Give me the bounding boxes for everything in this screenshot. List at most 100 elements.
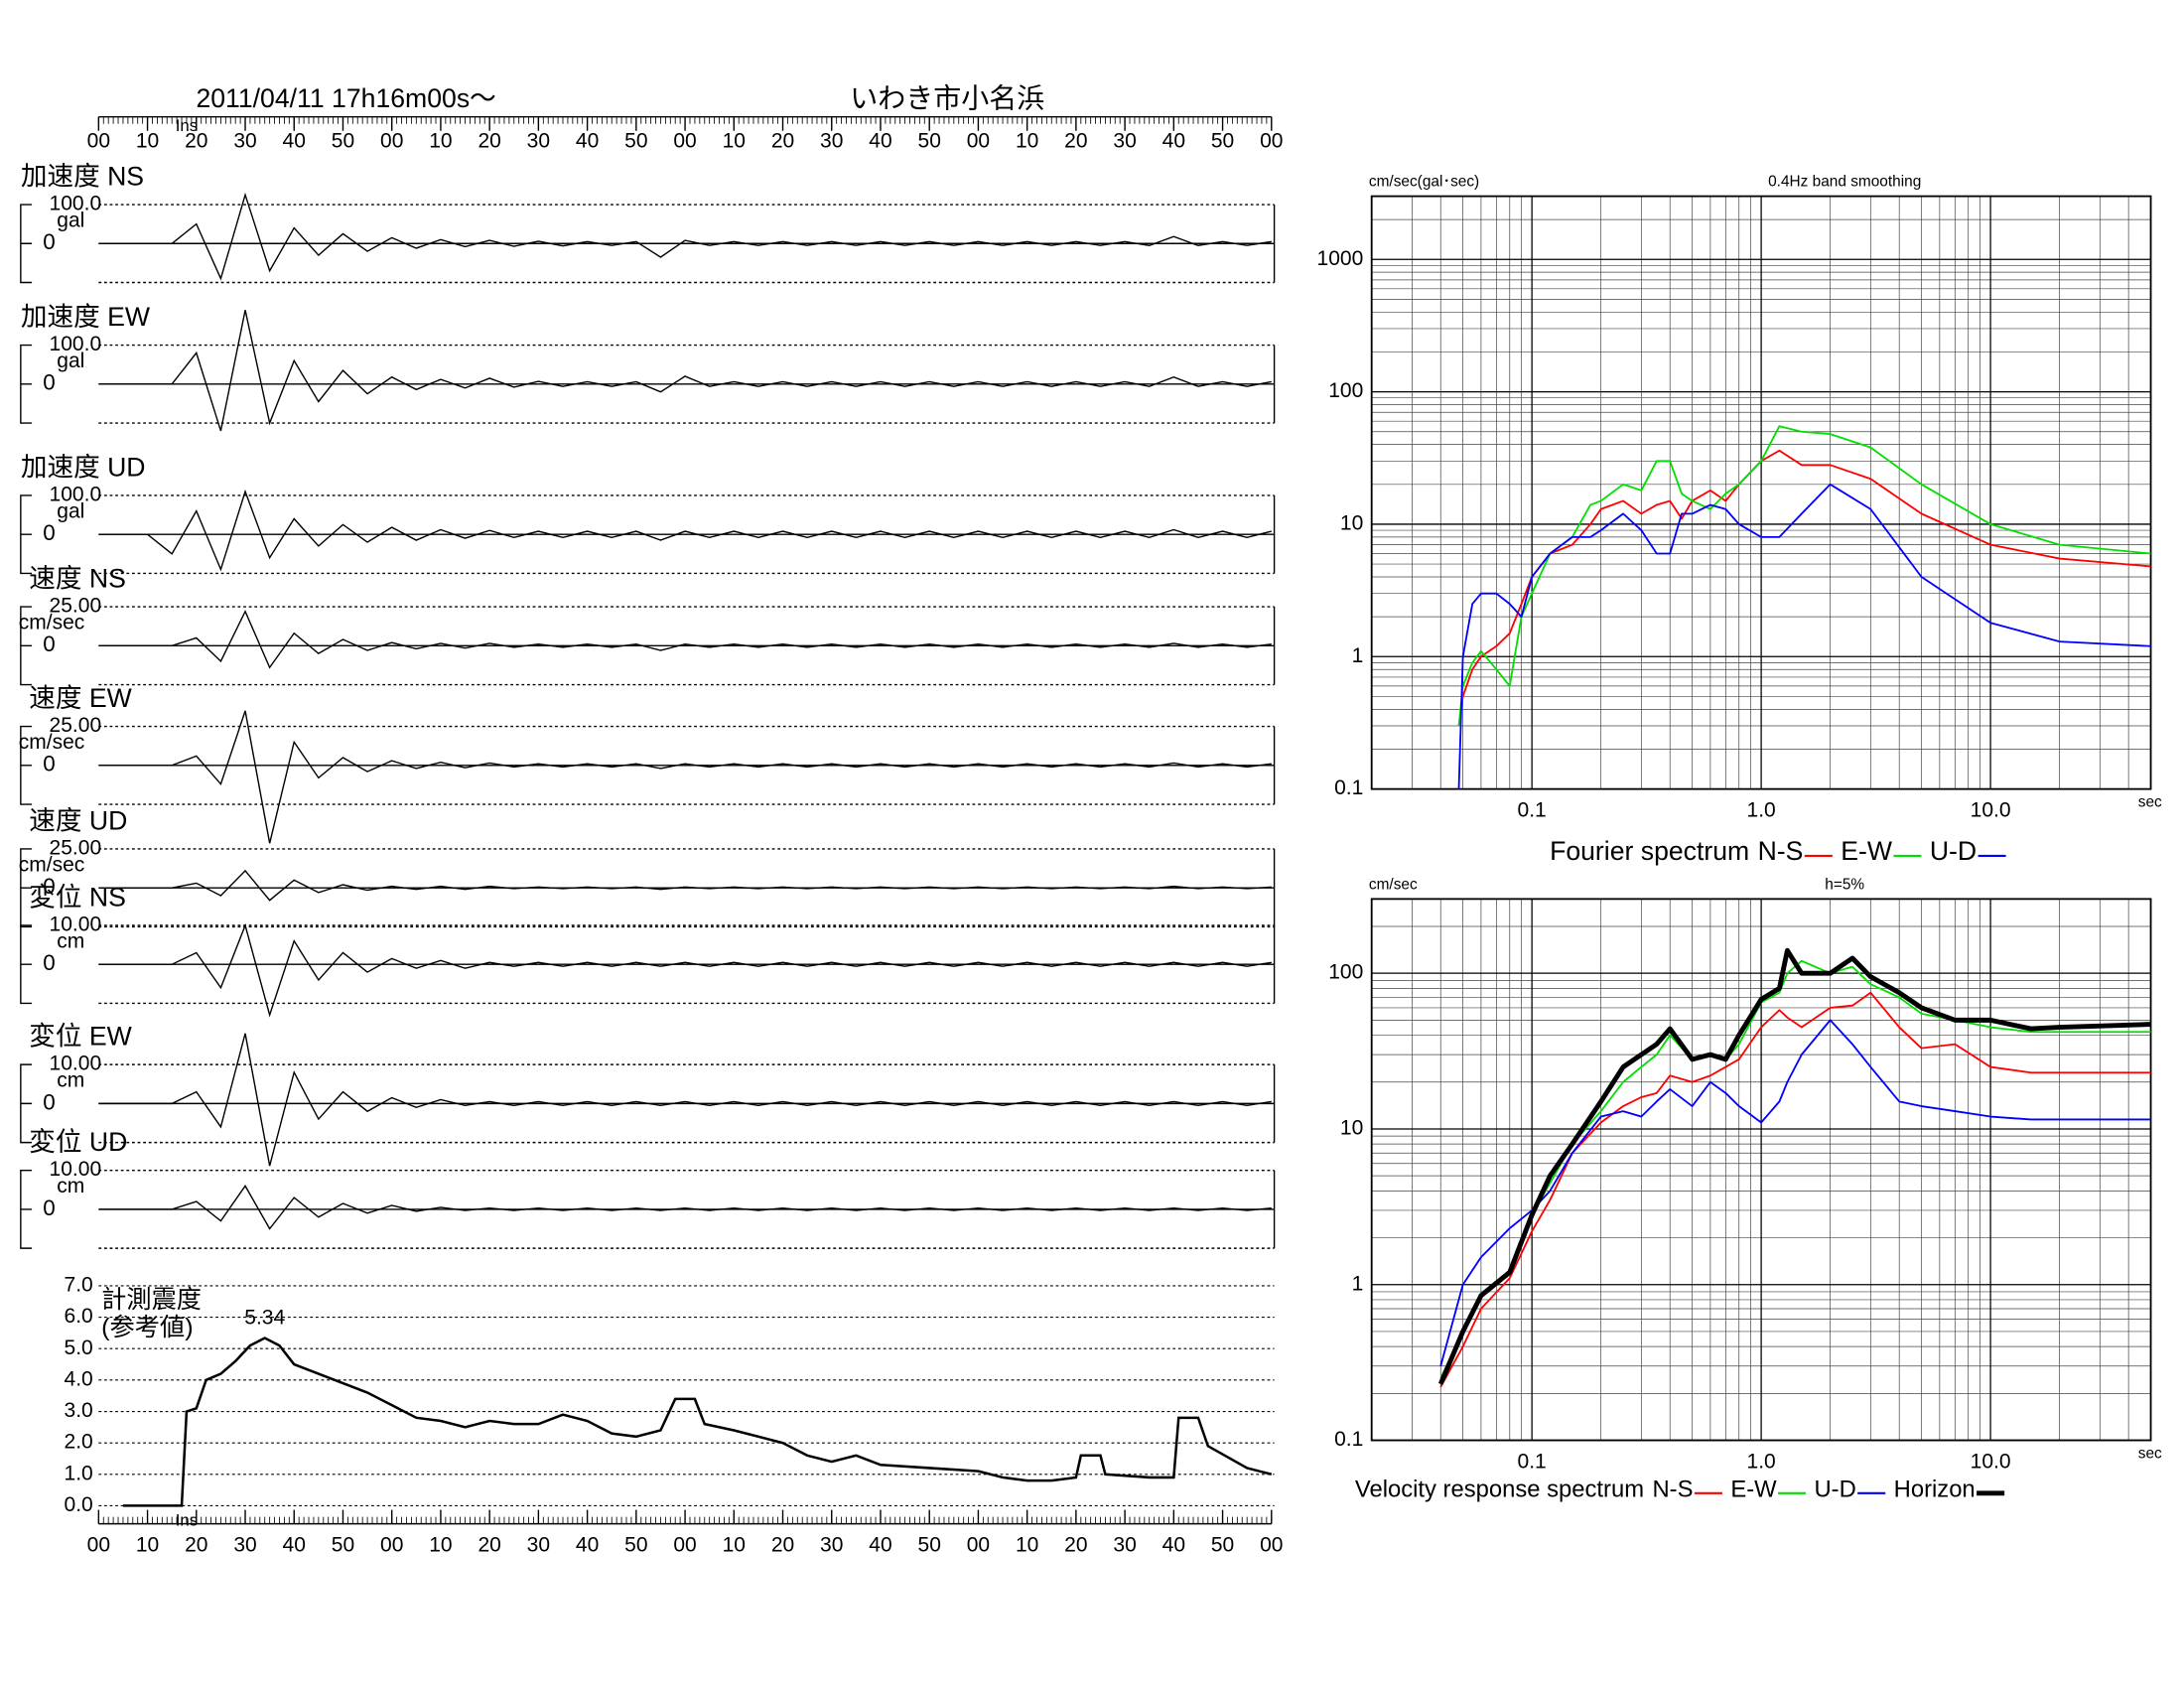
time-tick-label: 50 (624, 1534, 647, 1557)
waveform (98, 710, 1272, 844)
trace-bracket (20, 848, 33, 928)
trace-name: 加速度 UD (21, 452, 146, 482)
trace-name: 加速度 EW (21, 302, 151, 332)
y-tick-label: 1000 (1317, 247, 1364, 270)
zero-label: 0 (43, 632, 55, 656)
x-tick-label: 10.0 (1971, 799, 2011, 822)
time-tick-label: 10 (1016, 129, 1038, 152)
intensity-title: 計測震度 (101, 1286, 202, 1314)
time-tick-label: 40 (1162, 1534, 1185, 1557)
trace-bracket (20, 606, 33, 686)
time-tick-label: 40 (869, 129, 891, 152)
time-tick-label: 20 (771, 129, 794, 152)
time-tick-label: 50 (1211, 1534, 1234, 1557)
x-tick-label: 0.1 (1518, 799, 1547, 822)
waveform (98, 1185, 1272, 1230)
y-tick-label: 100 (1328, 961, 1363, 984)
spectrum-line (1457, 483, 2151, 789)
legend-label: E-W (1730, 1476, 1777, 1502)
time-tick-label: 20 (1064, 129, 1087, 152)
time-tick-label: 40 (1162, 129, 1185, 152)
x-tick-label: 1.0 (1747, 1451, 1776, 1474)
unit-label: cm/sec (19, 853, 85, 876)
x-tick-label: 1.0 (1747, 799, 1776, 822)
y-tick-label: 2.0 (65, 1431, 93, 1454)
time-tick-label: 50 (332, 129, 354, 152)
zero-label: 0 (43, 874, 55, 899)
chart-title: h=5% (1825, 876, 1864, 893)
zero-label: 0 (43, 950, 55, 975)
time-tick-label: 00 (87, 1534, 110, 1557)
time-tick-label: 10 (136, 1534, 159, 1557)
waveform (98, 192, 1272, 281)
scale-label: 25.00 (50, 836, 102, 859)
time-tick-label: 40 (576, 1534, 599, 1557)
trace-name: 速度 NS (29, 563, 126, 593)
spectrum-line (1457, 449, 2151, 727)
ins-marker: Ins (176, 116, 198, 135)
x-tick-label: 10.0 (1971, 1451, 2011, 1474)
y-tick-label: 1 (1352, 644, 1364, 667)
trace-bracket (20, 1169, 33, 1249)
time-tick-label: 50 (624, 129, 647, 152)
waveform (98, 310, 1272, 432)
time-tick-label: 10 (723, 1534, 746, 1557)
time-tick-label: 30 (1113, 1534, 1136, 1557)
legend-label: U-D (1930, 836, 1977, 866)
scale-label: 100.0 (50, 333, 102, 355)
time-tick-label: 10 (1016, 1534, 1038, 1557)
zero-label: 0 (43, 520, 55, 545)
time-tick-label: 40 (283, 1534, 306, 1557)
unit-label: cm/sec (19, 611, 85, 633)
time-tick-label: 40 (869, 1534, 891, 1557)
time-tick-label: 00 (87, 129, 110, 152)
legend-title: Fourier spectrum (1550, 836, 1749, 866)
x-axis-unit: sec (2138, 1446, 2162, 1463)
unit-label: cm (57, 929, 84, 952)
trace-bracket (20, 494, 33, 575)
y-tick-label: 7.0 (65, 1274, 93, 1297)
time-tick-label: 00 (673, 1534, 696, 1557)
spectrum-line (1437, 947, 2151, 1385)
zero-label: 0 (43, 229, 55, 254)
record-time: 2011/04/11 17h16m00s～ (196, 83, 495, 113)
unit-label: gal (57, 209, 84, 231)
time-tick-label: 30 (820, 1534, 843, 1557)
scale-label: 10.00 (50, 914, 102, 936)
trace-name: 加速度 NS (21, 161, 144, 191)
unit-label: cm (57, 1068, 84, 1091)
intensity-subtitle: (参考値) (101, 1314, 193, 1341)
time-tick-label: 20 (478, 1534, 500, 1557)
scale-label: 25.00 (50, 714, 102, 737)
time-tick-label: 00 (1260, 129, 1283, 152)
zero-label: 0 (43, 1196, 55, 1220)
time-tick-label: 30 (233, 1534, 256, 1557)
y-tick-label: 1.0 (65, 1462, 93, 1484)
time-tick-label: 30 (233, 129, 256, 152)
y-tick-label: 0.1 (1334, 1428, 1363, 1451)
time-tick-label: 20 (771, 1534, 794, 1557)
x-tick-label: 0.1 (1518, 1451, 1547, 1474)
time-tick-label: 40 (576, 129, 599, 152)
y-tick-label: 10 (1340, 511, 1363, 534)
time-tick-label: 30 (1113, 129, 1136, 152)
ins-marker: Ins (176, 1510, 198, 1529)
legend-label: E-W (1841, 836, 1893, 866)
time-tick-label: 00 (380, 129, 403, 152)
trace-name: 変位 EW (29, 1022, 132, 1052)
time-tick-label: 50 (918, 129, 941, 152)
time-tick-label: 20 (185, 129, 207, 152)
time-tick-label: 30 (527, 129, 550, 152)
time-tick-label: 00 (967, 1534, 990, 1557)
scale-label: 25.00 (50, 595, 102, 618)
plot-frame (1370, 898, 2152, 1442)
legend-label: N-S (1758, 836, 1804, 866)
y-tick-label: 100 (1328, 379, 1363, 402)
unit-label: gal (57, 350, 84, 372)
waveform (98, 610, 1272, 669)
unit-label: cm (57, 1175, 84, 1197)
time-tick-label: 30 (820, 129, 843, 152)
time-tick-label: 00 (380, 1534, 403, 1557)
